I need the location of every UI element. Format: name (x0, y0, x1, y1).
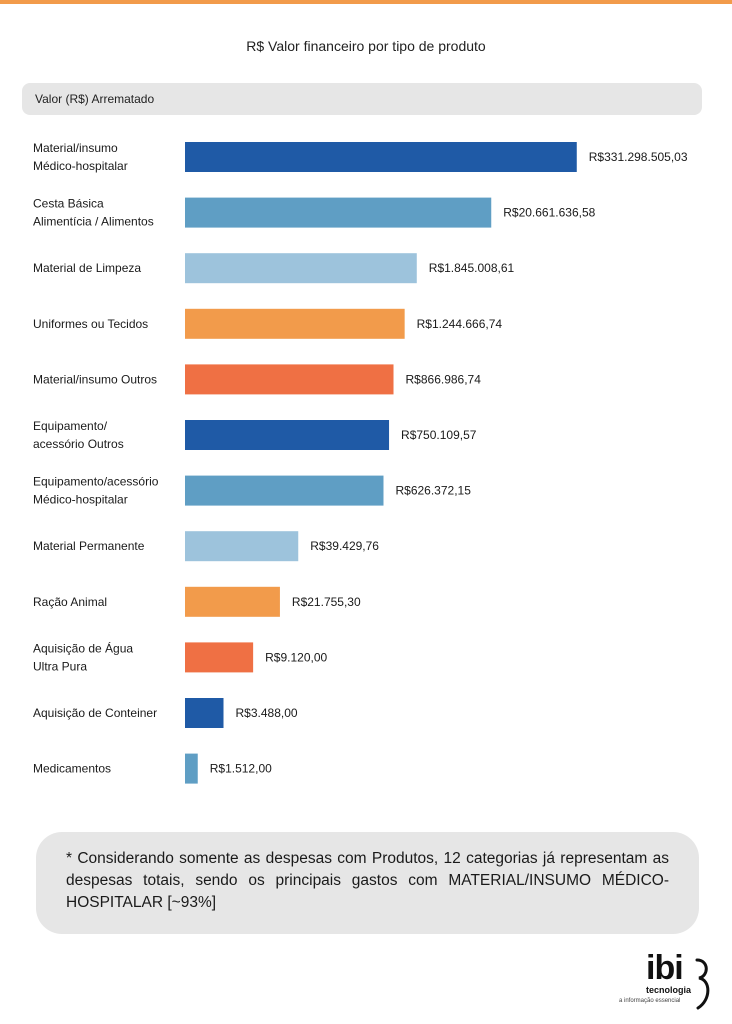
value-label: R$750.109,57 (401, 428, 477, 442)
note-box: * Considerando somente as despesas com P… (36, 832, 699, 934)
value-label: R$39.429,76 (310, 539, 379, 553)
company-logo: ibi tecnologia a informação essencial (600, 950, 720, 1015)
bar (185, 364, 394, 395)
value-label: R$331.298.505,03 (589, 150, 688, 164)
category-label: Aquisição de Água Ultra Pura (33, 640, 133, 673)
category-label: Material/insumo Médico-hospitalar (33, 141, 128, 173)
category-label: Ração Animal (33, 595, 107, 609)
note-text: * Considerando somente as despesas com P… (66, 850, 669, 911)
chart-title: R$ Valor financeiro por tipo de produto (246, 38, 486, 54)
value-label: R$9.120,00 (265, 650, 327, 664)
value-label: R$21.755,30 (292, 595, 361, 609)
logo-brand: tecnologia (646, 985, 692, 995)
bar (185, 698, 224, 728)
category-label: Material/insumo Outros (33, 372, 157, 386)
top-accent-stripe (0, 0, 732, 4)
bar (185, 420, 390, 450)
value-label: R$866.986,74 (406, 372, 482, 386)
value-label: R$3.488,00 (236, 706, 298, 720)
category-label: Cesta Básica Alimentícia / Alimentos (33, 197, 154, 229)
bar (185, 531, 299, 562)
bar (185, 586, 280, 617)
value-label: R$626.372,15 (395, 484, 471, 498)
bar (185, 197, 492, 228)
series-header-bar: Valor (R$) Arrematado (22, 83, 702, 115)
bar (185, 753, 198, 784)
series-header-label: Valor (R$) Arrematado (35, 92, 155, 106)
bar (185, 642, 254, 673)
category-label: Material de Limpeza (33, 261, 141, 275)
category-label: Uniformes ou Tecidos (33, 317, 148, 331)
category-label: Equipamento/acessório Médico-hospitalar (33, 475, 159, 507)
bar-chart: Material/insumo Médico-hospitalar R$331.29… (33, 141, 688, 784)
value-label: R$1.512,00 (210, 762, 272, 776)
logo-tagline: a informação essencial (619, 998, 681, 1004)
bar (185, 142, 577, 172)
bar (185, 253, 417, 284)
value-label: R$1.845.008,61 (429, 261, 515, 275)
category-label: Aquisição de Conteiner (33, 706, 157, 720)
category-label: Material Permanente (33, 539, 145, 553)
logo-mark: ibi (646, 949, 684, 987)
category-label: Equipamento/acessório Outros (33, 419, 124, 451)
value-label: R$1.244.666,74 (417, 317, 503, 331)
category-label: Medicamentos (33, 762, 111, 776)
bar (185, 308, 405, 339)
bar (185, 475, 384, 506)
value-label: R$20.661.636,58 (503, 206, 595, 220)
logo-swirl-icon (695, 958, 710, 1010)
